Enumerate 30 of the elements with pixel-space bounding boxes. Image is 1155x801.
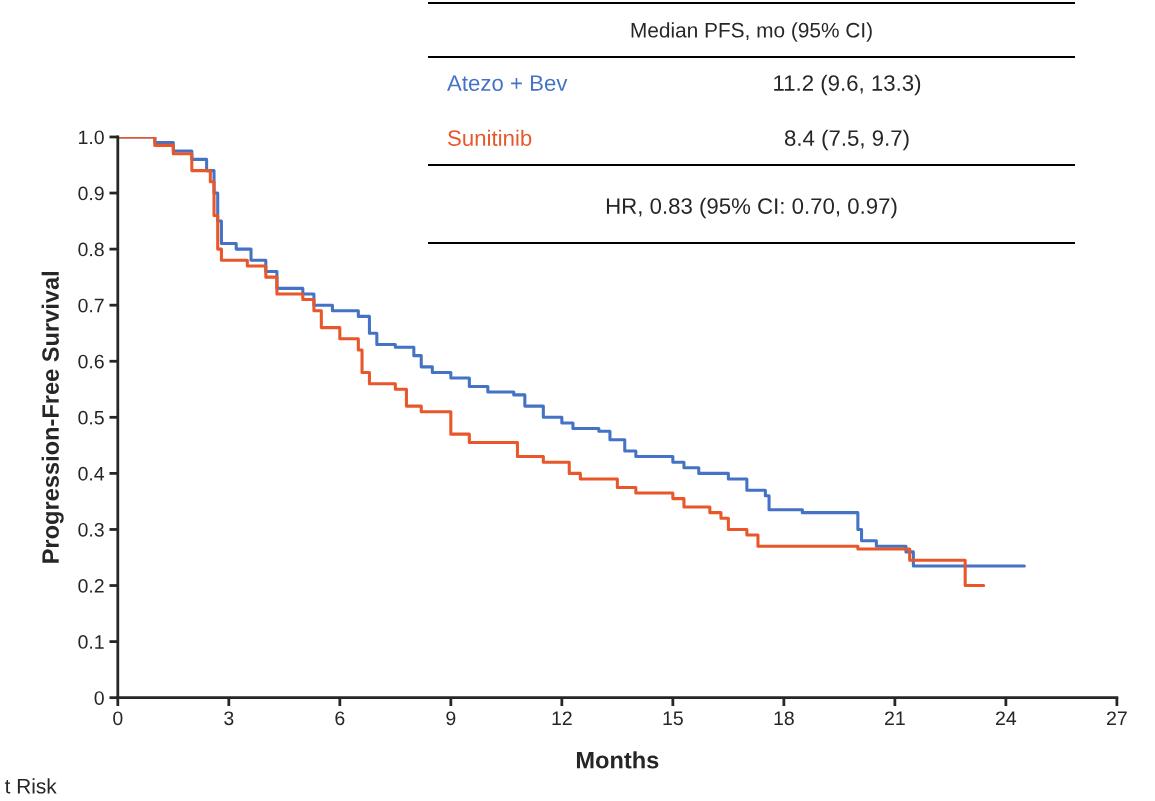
y-tick-label: 0.7: [78, 298, 104, 313]
x-tick-label: 18: [774, 711, 794, 726]
y-axis-title: Progression-Free Survival: [41, 272, 64, 563]
text: t Risk: [4, 778, 57, 794]
x-tick-label: 27: [1107, 711, 1127, 725]
annotation: 8.4 (7.5, 9.7): [784, 129, 909, 151]
x-tick-label: 9: [446, 711, 456, 726]
x-axis-title: Months: [576, 751, 659, 769]
y-tick-label: 0.8: [78, 242, 104, 257]
x-tick-label: 24: [996, 711, 1017, 725]
y-tick-label: 0.1: [78, 635, 104, 649]
y-tick-label: 0.6: [78, 354, 104, 369]
text: Median PFS, mo (95% CI): [631, 22, 872, 42]
x-tick-label: 21: [885, 711, 905, 725]
text: 11.2 (9.6, 13.3): [774, 74, 921, 96]
y-tick-label: 0.9: [78, 186, 104, 201]
y-tick-label: 0.5: [78, 410, 104, 425]
x-tick-label: 15: [663, 711, 683, 726]
y-tick-label: 0: [94, 691, 104, 705]
annotation: HR, 0.83 (95% CI: 0.70, 0.97): [606, 197, 897, 219]
x-tick-label: 12: [552, 711, 572, 725]
y-tick-label: 1.0: [79, 130, 104, 145]
y-tick-label: 0.4: [78, 466, 105, 481]
x-tick-label: 6: [335, 711, 345, 726]
text: Atezo + Bev: [447, 75, 568, 91]
text: Sunitinib: [448, 129, 532, 146]
y-tick-label: 0.3: [78, 522, 104, 537]
x-tick-label: 0: [113, 711, 123, 726]
x-tick-label: 3: [224, 711, 234, 726]
y-tick-label: 0.2: [78, 579, 104, 593]
